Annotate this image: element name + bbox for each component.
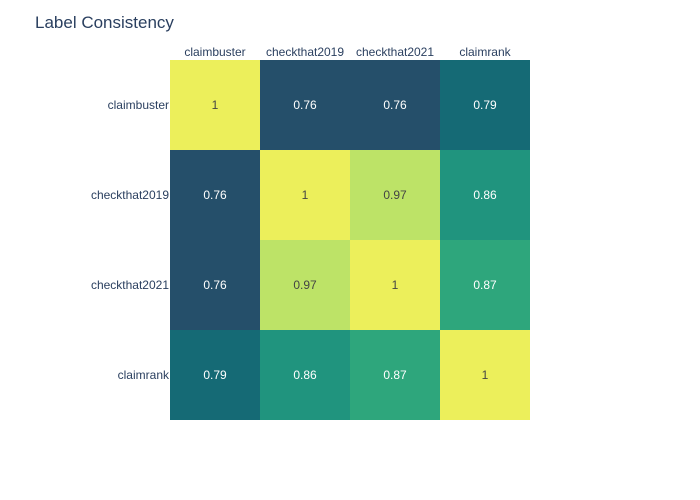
heatmap-cell-r3-c0[interactable]: [170, 330, 260, 420]
heatmap-cell-label-r2-c0: 0.76: [203, 278, 227, 292]
heatmap-cell-label-r2-c1: 0.97: [293, 278, 317, 292]
heatmap-cell-label-r3-c3: 1: [482, 368, 489, 382]
x-tick-label-claimbuster: claimbuster: [184, 45, 245, 59]
heatmap-cell-r2-c0[interactable]: [170, 240, 260, 330]
heatmap-cell-label-r3-c1: 0.86: [293, 368, 317, 382]
y-tick-label-checkthat2019: checkthat2019: [91, 188, 169, 202]
heatmap-cell-r3-c1[interactable]: [260, 330, 350, 420]
heatmap-cell-labels: 1 0.76 0.76 0.79 0.76 1 0.97 0.86 0.76 0.97 1 0.87 0…: [203, 98, 497, 382]
chart-title: Label Consistency: [35, 13, 174, 32]
x-axis-tick-labels: claimbuster checkthat2019 checkthat2021 cla…: [184, 45, 511, 59]
heatmap-cell-r1-c0[interactable]: [170, 150, 260, 240]
heatmap-cell-label-r3-c2: 0.87: [383, 368, 407, 382]
heatmap-cell-label-r0-c1: 0.76: [293, 98, 317, 112]
heatmap-cell-label-r2-c3: 0.87: [473, 278, 497, 292]
heatmap-cell-r1-c3[interactable]: [440, 150, 530, 240]
heatmap-cell-label-r0-c2: 0.76: [383, 98, 407, 112]
heatmap-cell-r1-c2[interactable]: [350, 150, 440, 240]
y-tick-label-checkthat2021: checkthat2021: [91, 278, 169, 292]
y-tick-label-claimrank: claimrank: [118, 368, 170, 382]
heatmap-cell-r0-c0[interactable]: [170, 60, 260, 150]
heatmap-cell-r0-c1[interactable]: [260, 60, 350, 150]
heatmap-cell-r2-c1[interactable]: [260, 240, 350, 330]
heatmap-cell-label-r1-c2: 0.97: [383, 188, 407, 202]
heatmap-cell-label-r2-c2: 1: [392, 278, 399, 292]
y-tick-label-claimbuster: claimbuster: [108, 98, 169, 112]
x-tick-label-checkthat2021: checkthat2021: [356, 45, 434, 59]
heatmap-cell-r0-c2[interactable]: [350, 60, 440, 150]
heatmap-cell-label-r1-c3: 0.86: [473, 188, 497, 202]
heatmap-cell-label-r1-c0: 0.76: [203, 188, 227, 202]
heatmap-cells: [170, 60, 530, 420]
heatmap-cell-r3-c3[interactable]: [440, 330, 530, 420]
y-axis-tick-labels: claimbuster checkthat2019 checkthat2021 cla…: [91, 98, 170, 382]
heatmap-cell-label-r0-c3: 0.79: [473, 98, 497, 112]
heatmap-cell-label-r0-c0: 1: [212, 98, 219, 112]
heatmap-cell-r2-c3[interactable]: [440, 240, 530, 330]
heatmap-cell-r0-c3[interactable]: [440, 60, 530, 150]
heatmap-cell-r2-c2[interactable]: [350, 240, 440, 330]
x-tick-label-claimrank: claimrank: [459, 45, 511, 59]
heatmap-cell-r3-c2[interactable]: [350, 330, 440, 420]
heatmap-cell-label-r1-c1: 1: [302, 188, 309, 202]
x-tick-label-checkthat2019: checkthat2019: [266, 45, 344, 59]
heatmap-cell-r1-c1[interactable]: [260, 150, 350, 240]
heatmap-cell-label-r3-c0: 0.79: [203, 368, 227, 382]
